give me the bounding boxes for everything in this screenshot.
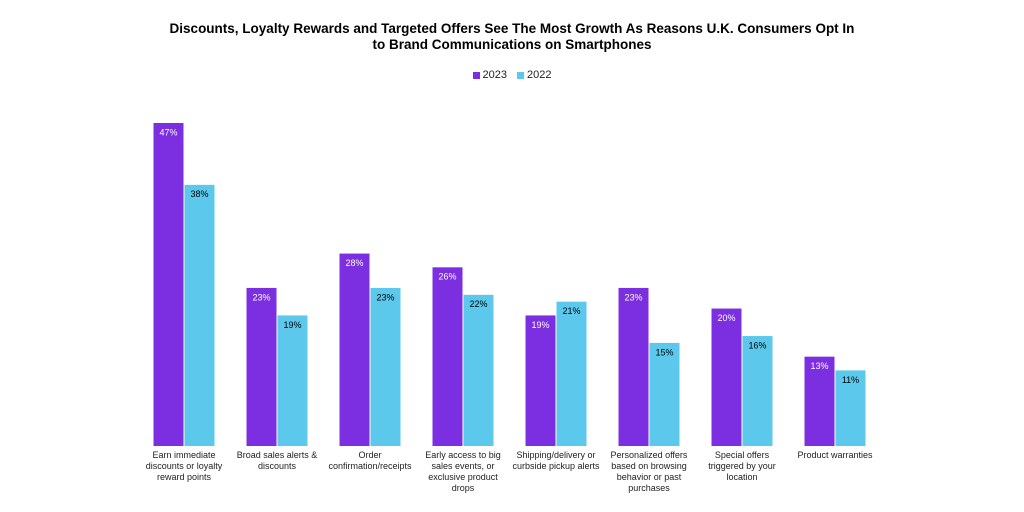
value-label: 21% xyxy=(562,306,580,316)
legend-label: 2022 xyxy=(527,69,552,81)
value-label: 26% xyxy=(438,272,456,282)
x-tick-label: Special offers triggered by your locatio… xyxy=(708,450,776,482)
bar xyxy=(339,253,370,446)
value-label: 19% xyxy=(531,320,549,330)
bar xyxy=(184,184,215,446)
value-label: 22% xyxy=(469,299,487,309)
legend-swatch xyxy=(472,71,480,79)
bar xyxy=(618,287,649,446)
x-tick-label: Early access to big sales events, or exc… xyxy=(425,450,501,493)
chart-title: Discounts, Loyalty Rewards and Targeted … xyxy=(169,21,855,52)
value-label: 23% xyxy=(624,292,642,302)
legend-item: 2022 xyxy=(517,69,551,81)
value-label: 47% xyxy=(159,127,177,137)
value-label: 19% xyxy=(283,320,301,330)
value-label: 15% xyxy=(655,347,673,357)
value-label: 38% xyxy=(190,189,208,199)
bar xyxy=(525,315,556,446)
value-label: 16% xyxy=(748,340,766,350)
x-tick-label: Product warranties xyxy=(797,450,873,460)
legend-swatch xyxy=(517,71,524,79)
bar xyxy=(556,301,587,446)
value-label: 23% xyxy=(252,292,270,302)
x-tick-label: Broad sales alerts & discounts xyxy=(236,450,318,471)
bar xyxy=(742,336,773,446)
bar xyxy=(711,308,742,446)
bar xyxy=(246,287,277,446)
value-label: 11% xyxy=(842,375,859,385)
legend-label: 2023 xyxy=(482,69,507,81)
value-label: 13% xyxy=(810,361,828,371)
x-tick-label: Earn immediate discounts or loyalty rewa… xyxy=(145,450,223,482)
bar xyxy=(649,342,680,446)
value-label: 23% xyxy=(376,292,394,302)
legend-item: 2023 xyxy=(472,69,507,81)
bar xyxy=(432,267,463,446)
bar xyxy=(835,370,866,446)
x-tick-label: Personalized offers based on browsing be… xyxy=(610,450,688,493)
bar xyxy=(804,356,835,446)
value-label: 28% xyxy=(345,258,363,268)
value-label: 20% xyxy=(717,313,735,323)
x-tick-label: Order confirmation/receipts xyxy=(328,450,412,471)
legend: 2023 2022 xyxy=(0,69,1024,81)
bar xyxy=(277,315,308,446)
x-tick-label: Shipping/delivery or curbside pickup ale… xyxy=(512,450,600,471)
bar xyxy=(463,294,494,446)
bar xyxy=(153,123,184,446)
bar xyxy=(370,287,401,446)
